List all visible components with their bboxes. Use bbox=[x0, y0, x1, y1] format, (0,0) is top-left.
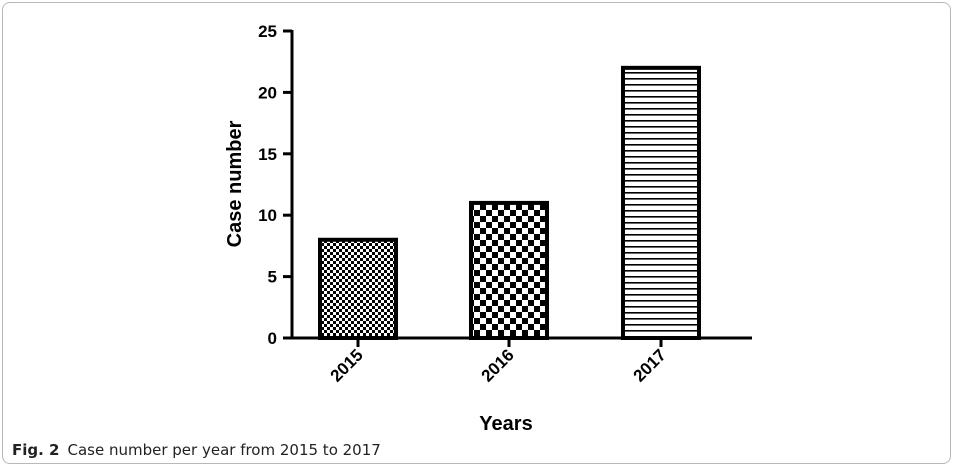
figure-frame bbox=[2, 2, 951, 464]
bar-chart: 0 5 10 15 20 25 2015 2016 2017 Case number Year… bbox=[224, 22, 752, 435]
bar-2017 bbox=[621, 65, 701, 340]
x-tick-label: 2015 bbox=[327, 345, 367, 385]
figure-label: Fig. 2 bbox=[12, 441, 60, 459]
bars-group bbox=[318, 65, 701, 340]
y-tick-label: 15 bbox=[258, 145, 277, 164]
x-axis-title: Years bbox=[479, 413, 532, 435]
bar-2016 bbox=[469, 200, 549, 340]
x-tick-label: 2017 bbox=[630, 345, 670, 385]
y-tick-label: 0 bbox=[268, 329, 277, 348]
x-tick-label: 2016 bbox=[478, 345, 518, 385]
bar-2015 bbox=[318, 237, 398, 340]
y-ticks-group: 0 5 10 15 20 25 bbox=[258, 22, 292, 348]
y-tick-label: 5 bbox=[268, 268, 277, 287]
y-axis-title: Case number bbox=[224, 120, 246, 247]
caption-text: Case number per year from 2015 to 2017 bbox=[67, 441, 381, 459]
figure-caption: Fig. 2 Case number per year from 2015 to … bbox=[12, 441, 381, 459]
y-tick-label: 20 bbox=[258, 83, 277, 102]
x-ticks-group: 2015 2016 2017 bbox=[327, 338, 670, 386]
y-tick-label: 10 bbox=[258, 206, 277, 225]
y-tick-label: 25 bbox=[258, 22, 277, 41]
